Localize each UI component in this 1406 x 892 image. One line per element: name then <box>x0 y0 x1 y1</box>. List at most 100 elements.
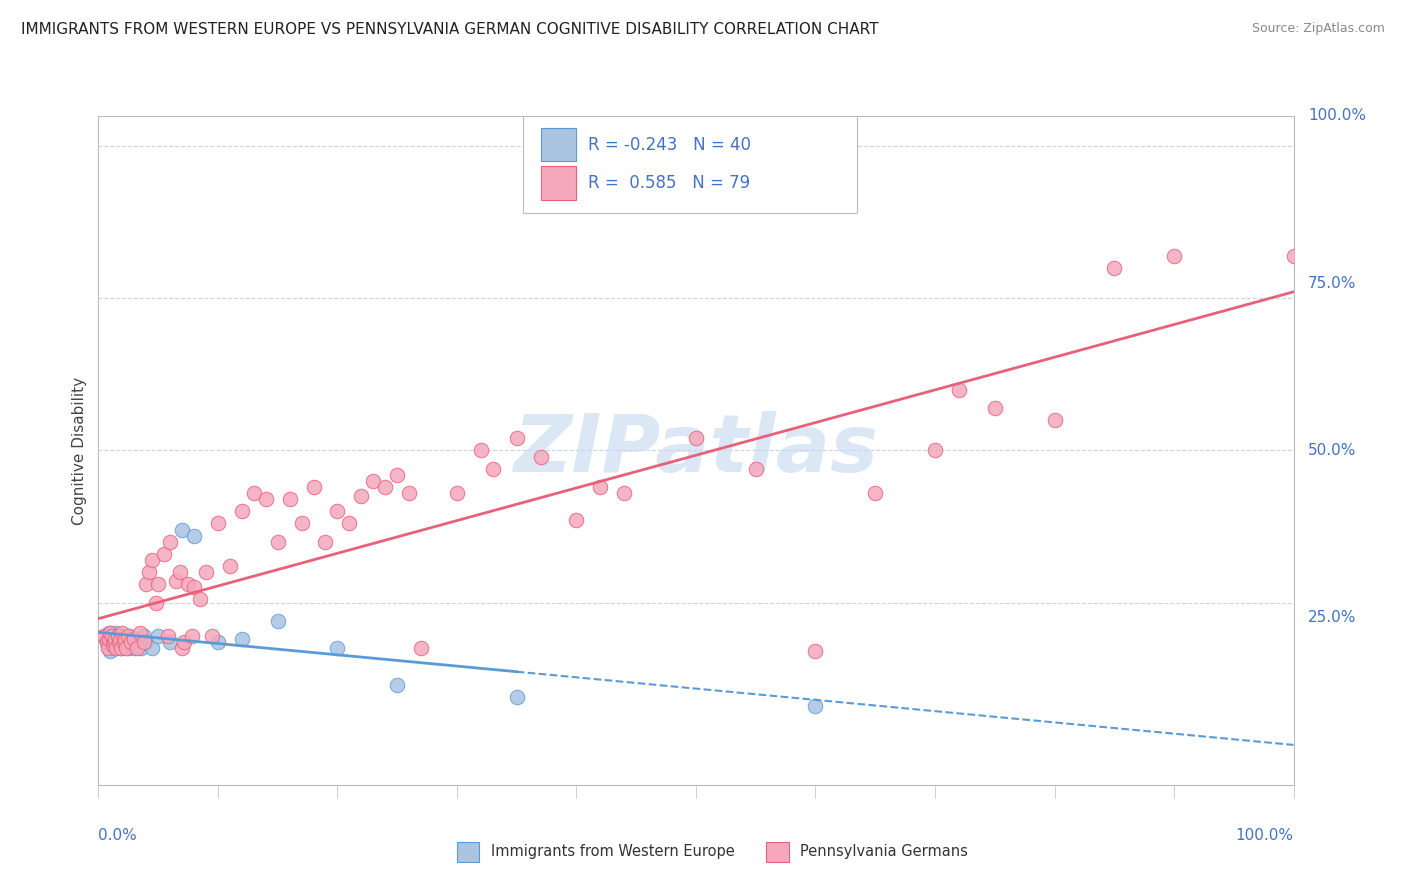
Point <box>141 553 163 567</box>
Point <box>117 629 139 643</box>
Point <box>135 635 157 649</box>
Y-axis label: Cognitive Disability: Cognitive Disability <box>72 376 87 524</box>
Point <box>111 629 134 643</box>
Point <box>290 516 312 531</box>
Point <box>132 629 155 643</box>
Point <box>128 635 150 649</box>
Point <box>385 678 409 692</box>
Point <box>105 641 128 656</box>
Text: Pennsylvania Germans: Pennsylvania Germans <box>800 845 967 859</box>
Point <box>153 547 176 561</box>
Point <box>385 467 409 482</box>
Point <box>97 641 120 656</box>
Point <box>177 577 200 591</box>
Point <box>98 626 121 640</box>
Point <box>267 614 290 628</box>
Point <box>98 632 121 646</box>
Point <box>350 489 373 503</box>
Point <box>103 632 125 646</box>
Point <box>98 644 122 658</box>
Text: IMMIGRANTS FROM WESTERN EUROPE VS PENNSYLVANIA GERMAN COGNITIVE DISABILITY CORRE: IMMIGRANTS FROM WESTERN EUROPE VS PENNSY… <box>21 22 879 37</box>
Point <box>173 635 195 649</box>
Point <box>124 641 146 656</box>
Point <box>148 577 170 591</box>
Point <box>115 635 138 649</box>
Point <box>98 629 122 643</box>
Point <box>685 431 707 445</box>
Point <box>169 565 191 579</box>
Point <box>863 486 886 500</box>
Text: 0.0%: 0.0% <box>98 829 138 844</box>
Point <box>110 641 132 656</box>
Text: ZIPatlas: ZIPatlas <box>513 411 879 490</box>
Point <box>120 635 142 649</box>
Point <box>172 523 194 537</box>
Point <box>374 480 396 494</box>
Point <box>1043 413 1066 427</box>
Point <box>183 580 205 594</box>
Point <box>114 632 136 646</box>
Point <box>506 690 529 704</box>
Point <box>112 638 135 652</box>
Point <box>111 626 134 640</box>
Point <box>93 629 115 643</box>
Point <box>131 641 153 656</box>
Text: 100.0%: 100.0% <box>1236 829 1294 844</box>
Point <box>983 401 1005 415</box>
Point <box>589 480 612 494</box>
Point <box>148 629 170 643</box>
Bar <box>540 166 576 200</box>
Point <box>141 641 163 656</box>
Text: R =  0.585   N = 79: R = 0.585 N = 79 <box>588 174 751 192</box>
Point <box>101 635 124 649</box>
Point <box>129 626 152 640</box>
Text: 25.0%: 25.0% <box>1308 610 1357 625</box>
Point <box>159 635 181 649</box>
Point <box>302 480 325 494</box>
Point <box>613 486 636 500</box>
Point <box>135 577 157 591</box>
Point <box>104 632 127 646</box>
Point <box>98 626 122 640</box>
Point <box>267 534 290 549</box>
Point <box>219 559 242 574</box>
Point <box>207 516 229 531</box>
Point <box>107 632 129 646</box>
Point <box>231 504 253 518</box>
Point <box>125 632 148 646</box>
Point <box>110 641 132 656</box>
Text: 50.0%: 50.0% <box>1308 443 1357 458</box>
Point <box>159 534 181 549</box>
Point <box>207 635 229 649</box>
Point <box>117 641 139 656</box>
Point <box>254 492 277 507</box>
Point <box>104 641 127 656</box>
Point <box>125 641 148 656</box>
Text: Source: ZipAtlas.com: Source: ZipAtlas.com <box>1251 22 1385 36</box>
Point <box>138 565 160 579</box>
Point <box>481 461 505 475</box>
Point <box>1102 260 1125 275</box>
Point <box>529 450 551 464</box>
Bar <box>540 128 576 161</box>
Point <box>172 641 194 656</box>
Point <box>745 461 768 475</box>
Point <box>112 635 135 649</box>
Text: 100.0%: 100.0% <box>1308 109 1365 123</box>
Point <box>107 629 129 643</box>
Point <box>107 638 129 652</box>
Point <box>103 635 125 649</box>
Point <box>114 632 136 646</box>
Point <box>243 486 266 500</box>
Point <box>201 629 224 643</box>
Point <box>194 565 217 579</box>
Point <box>165 574 187 589</box>
Point <box>804 698 827 713</box>
Point <box>924 443 946 458</box>
Point <box>446 486 468 500</box>
FancyBboxPatch shape <box>523 116 858 213</box>
Point <box>1282 249 1305 263</box>
Point <box>156 629 179 643</box>
Point <box>326 641 349 656</box>
Point <box>188 592 211 607</box>
